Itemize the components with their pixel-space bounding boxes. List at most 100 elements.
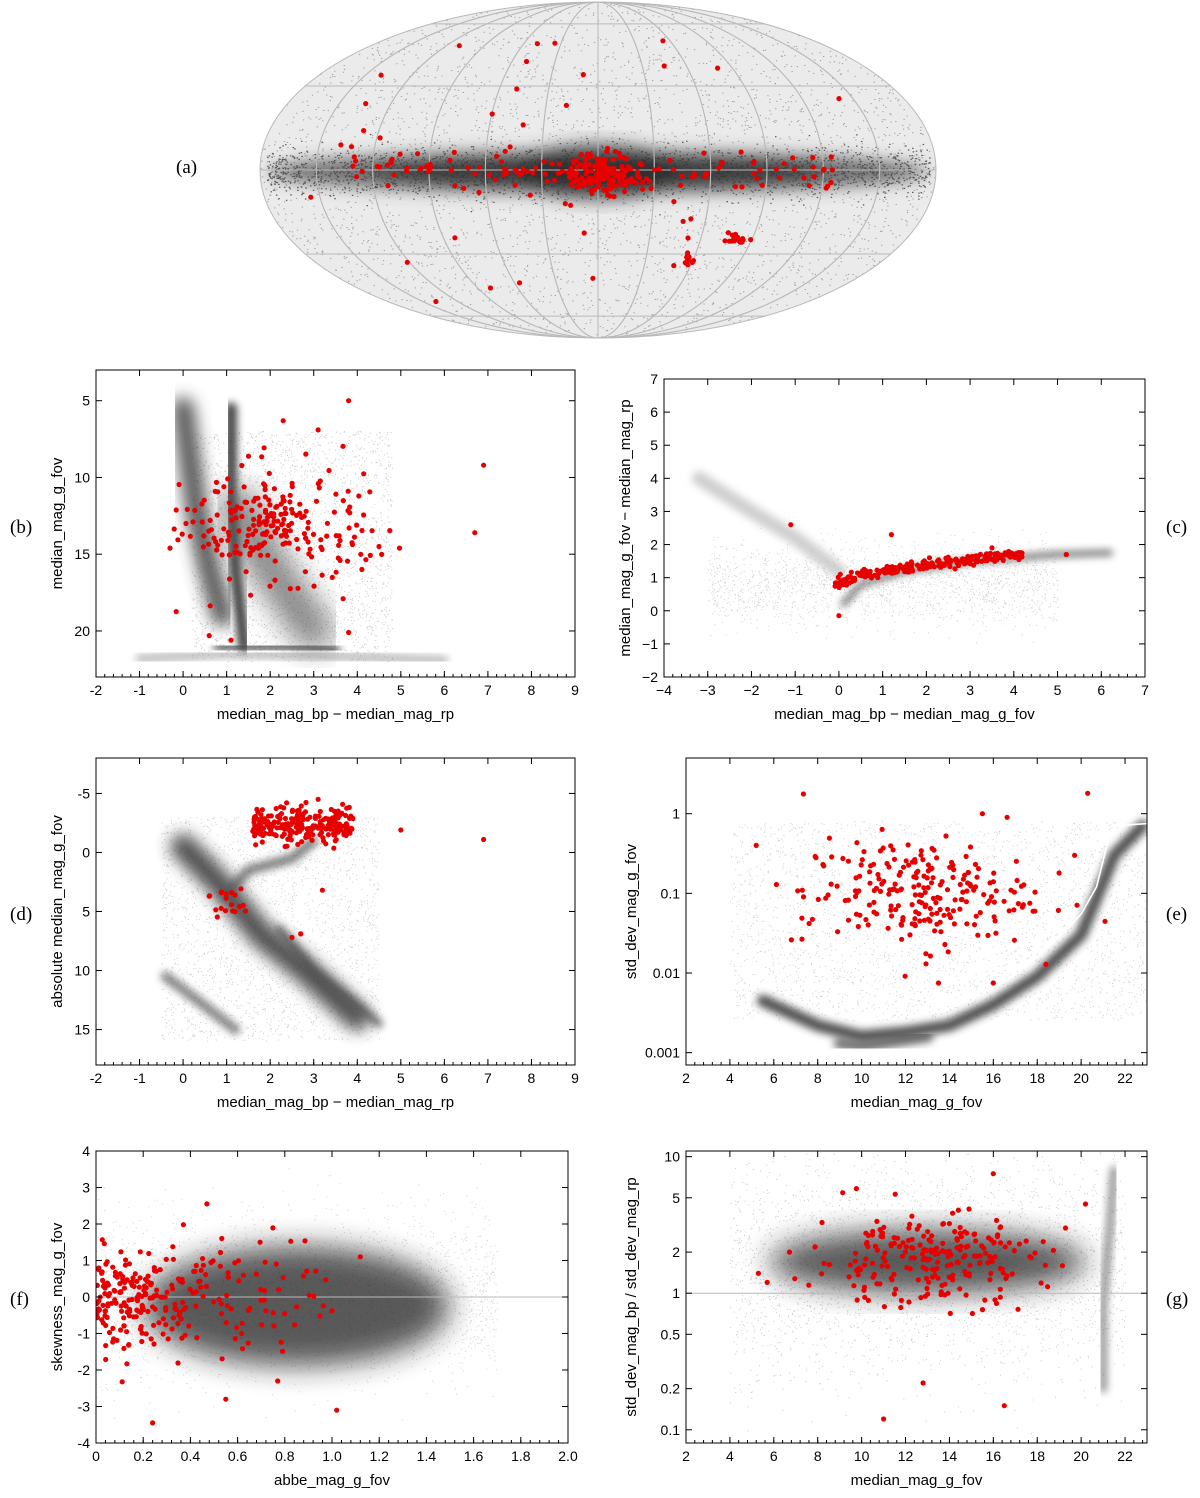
highlight-point [266,470,272,476]
highlight-point [962,1268,968,1275]
sky-highlight-point [608,178,614,184]
highlight-point [241,484,247,490]
highlight-point [124,1277,130,1283]
sky-highlight-point [541,158,547,164]
highlight-point [943,833,949,839]
density-band [756,820,1147,1043]
highlight-point [481,836,487,843]
highlight-point [918,1295,924,1301]
highlight-point [294,536,300,543]
highlight-point [331,845,337,851]
highlight-point [987,1277,993,1283]
highlight-point [323,841,329,847]
highlight-point [180,1222,186,1228]
highlight-point [257,821,263,827]
ticks-e: 2 4 6 8 10 12 14 16 18 20 22 0.001 0.01 0.1 1 [645,758,1147,1086]
highlight-point [934,855,940,861]
highlight-point [892,1191,898,1197]
plot-area-d [160,796,487,1042]
highlight-point [280,521,286,527]
highlight-point [930,895,937,902]
sky-highlight-point [350,163,356,169]
highlight-point [963,1292,969,1298]
sky-highlight-point [640,186,646,192]
highlight-point [186,1323,192,1329]
highlight-point [946,1221,953,1227]
sky-highlight-point [520,122,526,128]
sky-highlight-point [722,238,728,244]
highlight-point [140,1307,146,1313]
y-tick-label: 5 [82,393,90,409]
trend-line-e [771,822,1147,998]
highlight-point [933,1245,940,1251]
highlight-point [225,537,231,543]
sky-highlight-point [735,234,741,240]
highlight-point [219,552,225,558]
highlight-point [1009,1271,1015,1277]
highlight-point [277,816,283,822]
highlight-point [226,576,233,582]
sky-highlight-point [559,168,566,174]
density-band [170,833,371,1031]
highlight-point [239,513,245,520]
highlight-point [913,875,919,881]
highlight-point [931,1267,937,1273]
highlight-point [207,517,213,524]
highlight-point [895,903,902,909]
highlight-point [262,494,268,500]
highlight-point [275,518,281,524]
highlight-point [361,512,367,518]
highlight-point [917,892,923,898]
density-band [135,650,449,665]
sky-highlight-point [588,168,595,174]
highlight-point [973,913,979,919]
highlight-point [894,888,900,894]
highlight-point [858,862,864,868]
highlight-point [874,567,880,573]
highlight-point [985,1260,991,1266]
highlight-point [164,1289,170,1295]
y-tick-label: 0.01 [653,965,680,981]
highlight-point [236,528,242,534]
x-tick-label: −2 [743,682,759,698]
sky-highlight-point [523,58,530,65]
y-axis-label-g: std_dev_mag_bp / std_dev_mag_rp [623,1177,640,1416]
highlight-point [890,847,896,853]
highlight-point [218,1311,224,1317]
highlight-point [990,1171,996,1177]
highlight-point [909,1213,915,1219]
x-tick-label: 5 [1054,682,1062,698]
sky-highlight-point [586,162,592,168]
sky-highlight-point [447,157,453,163]
highlight-point [815,896,821,903]
y-tick-label: 15 [74,1022,90,1038]
ticks-c: −4 −3 −2 −1 0 1 2 3 4 5 6 7 −2 −1 0 1 2 3 4 5 6 7 [642,371,1149,698]
sky-highlight-point [616,150,622,156]
highlight-point [847,1262,853,1268]
highlight-point [906,862,912,868]
highlight-point [297,510,303,516]
highlight-point [330,821,336,828]
highlight-point [329,1308,335,1314]
x-tick-label: 8 [528,1070,536,1086]
highlight-point [323,1277,329,1283]
highlight-point [217,1249,224,1256]
highlight-point [963,560,969,566]
highlight-point [119,1379,125,1385]
highlight-point [275,1378,281,1384]
highlight-point [974,555,980,562]
x-tick-label: 6 [1097,682,1105,698]
x-tick-label: 7 [484,1070,492,1086]
highlight-point [963,853,969,860]
highlight-point [977,1260,983,1266]
highlight-point [304,826,310,832]
highlight-point [302,809,309,815]
highlight-point [230,908,236,914]
highlight-point [309,837,315,843]
highlight-point [1040,1239,1046,1245]
highlight-point [228,637,234,643]
sky-highlight-point [590,275,596,281]
sky-highlight-point [588,152,594,158]
x-tick-label: 4 [726,1070,734,1086]
highlight-point [242,543,248,549]
